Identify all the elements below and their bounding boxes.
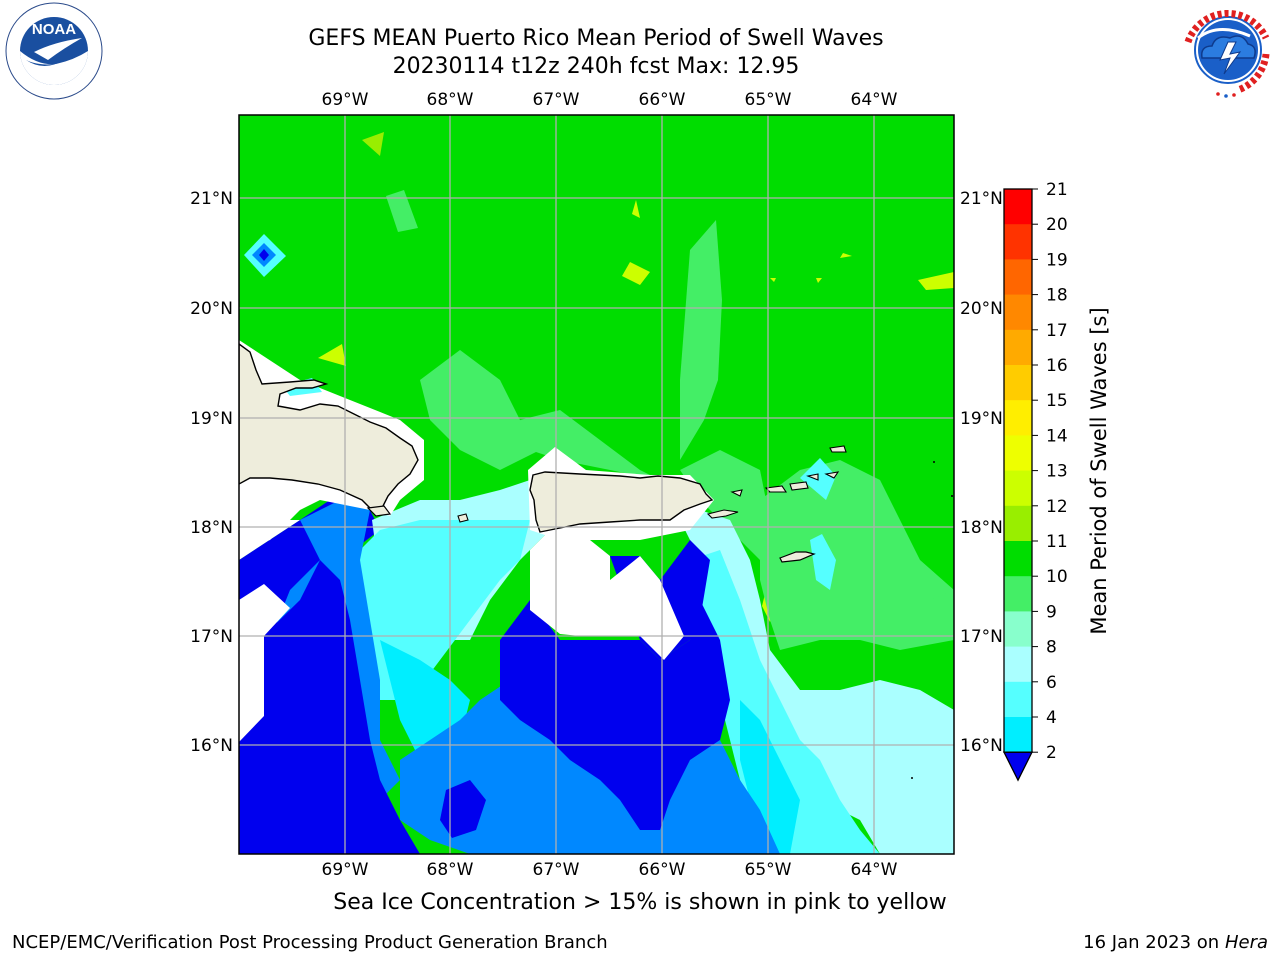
colorbar-segment — [1004, 646, 1032, 683]
lat-label: 19°N — [190, 409, 233, 429]
lon-label: 68°W — [427, 860, 474, 880]
colorbar-tick-label: 21 — [1046, 180, 1068, 200]
colorbar-segment — [1004, 541, 1032, 577]
footer-date-text: 16 Jan 2023 on — [1083, 932, 1220, 953]
footer-machine: Hera — [1224, 932, 1268, 953]
colorbar-segment — [1004, 435, 1032, 472]
colorbar-segment — [1004, 224, 1032, 260]
lon-label: 65°W — [745, 860, 792, 880]
colorbar: 21 20 19 18 17 16 15 14 13 12 11 10 9 8 6 4 2 — [1002, 180, 1068, 782]
puerto-rico-land — [529, 471, 714, 533]
colorbar-tick-label: 10 — [1046, 567, 1068, 587]
colorbar-segment — [1004, 189, 1032, 225]
top-lon-labels: 69°W 68°W 67°W 66°W 65°W 64°W — [322, 90, 898, 110]
colorbar-segment — [1004, 329, 1032, 366]
lon-label: 67°W — [533, 860, 580, 880]
colorbar-segment — [1004, 294, 1032, 331]
colorbar-segment — [1004, 717, 1032, 753]
colorbar-tick-label: 20 — [1046, 215, 1068, 235]
lat-label: 18°N — [190, 518, 233, 538]
lon-label: 69°W — [322, 860, 369, 880]
lat-label: 20°N — [190, 299, 233, 319]
noaa-logo: NOAA — [5, 2, 103, 100]
colorbar-tick-label: 8 — [1046, 638, 1057, 658]
swell-period-field — [239, 115, 954, 854]
lat-label: 21°N — [960, 189, 1003, 209]
colorbar-label: Mean Period of Swell Waves [s] — [1087, 307, 1111, 634]
bottom-lon-labels: 69°W 68°W 67°W 66°W 65°W 64°W — [322, 860, 898, 880]
map-subtitle: 20230114 t12z 240h fcst Max: 12.95 — [392, 54, 800, 79]
lon-label: 66°W — [639, 860, 686, 880]
lat-label: 18°N — [960, 518, 1003, 538]
colorbar-tick-label: 2 — [1046, 743, 1057, 763]
colorbar-tick-label: 12 — [1046, 497, 1068, 517]
lat-label: 16°N — [190, 736, 233, 756]
colorbar-segment — [1004, 365, 1032, 401]
map-frame — [238, 114, 955, 855]
lat-label: 21°N — [190, 189, 233, 209]
map-title: GEFS MEAN Puerto Rico Mean Period of Swe… — [308, 26, 884, 51]
footer-date: 16 Jan 2023 on Hera — [1083, 932, 1268, 953]
colorbar-tick-label: 4 — [1046, 708, 1057, 728]
lon-label: 69°W — [322, 90, 369, 110]
map-gridlines — [239, 115, 954, 854]
nws-logo — [1184, 6, 1272, 98]
lat-label: 20°N — [960, 299, 1003, 319]
hispaniola-land — [239, 343, 419, 509]
footer-credit: NCEP/EMC/Verification Post Processing Pr… — [12, 932, 608, 953]
lon-label: 64°W — [851, 90, 898, 110]
left-lat-labels: 21°N 20°N 19°N 18°N 17°N 16°N — [190, 189, 233, 756]
colorbar-segment — [1004, 611, 1032, 648]
noaa-logo-text: NOAA — [32, 21, 76, 38]
colorbar-extend-arrow — [1002, 751, 1034, 782]
colorbar-tick-label: 17 — [1046, 321, 1068, 341]
colorbar-segment — [1004, 400, 1032, 436]
colorbar-segment — [1004, 681, 1032, 718]
colorbar-tick-label: 18 — [1046, 286, 1068, 306]
lon-label: 67°W — [533, 90, 580, 110]
colorbar-tick-label: 11 — [1046, 532, 1068, 552]
sea-ice-note: Sea Ice Concentration > 15% is shown in … — [333, 890, 947, 915]
colorbar-tick-label: 19 — [1046, 250, 1068, 270]
lat-label: 16°N — [960, 736, 1003, 756]
colorbar-tick-label: 14 — [1046, 426, 1068, 446]
colorbar-tick-label: 9 — [1046, 602, 1057, 622]
lat-label: 17°N — [960, 627, 1003, 647]
right-lat-labels: 21°N 20°N 19°N 18°N 17°N 16°N — [960, 189, 1003, 756]
lon-label: 64°W — [851, 860, 898, 880]
colorbar-tick-label: 16 — [1046, 356, 1068, 376]
lon-label: 65°W — [745, 90, 792, 110]
colorbar-segment — [1004, 576, 1032, 612]
colorbar-segment — [1004, 259, 1032, 296]
colorbar-tick-label: 15 — [1046, 391, 1068, 411]
colorbar-segment — [1004, 470, 1032, 507]
lon-label: 68°W — [427, 90, 474, 110]
lat-label: 17°N — [190, 627, 233, 647]
lat-label: 19°N — [960, 409, 1003, 429]
colorbar-tick-label: 6 — [1046, 673, 1057, 693]
colorbar-segment — [1004, 505, 1032, 542]
colorbar-tick-label: 13 — [1046, 462, 1068, 482]
lon-label: 66°W — [639, 90, 686, 110]
